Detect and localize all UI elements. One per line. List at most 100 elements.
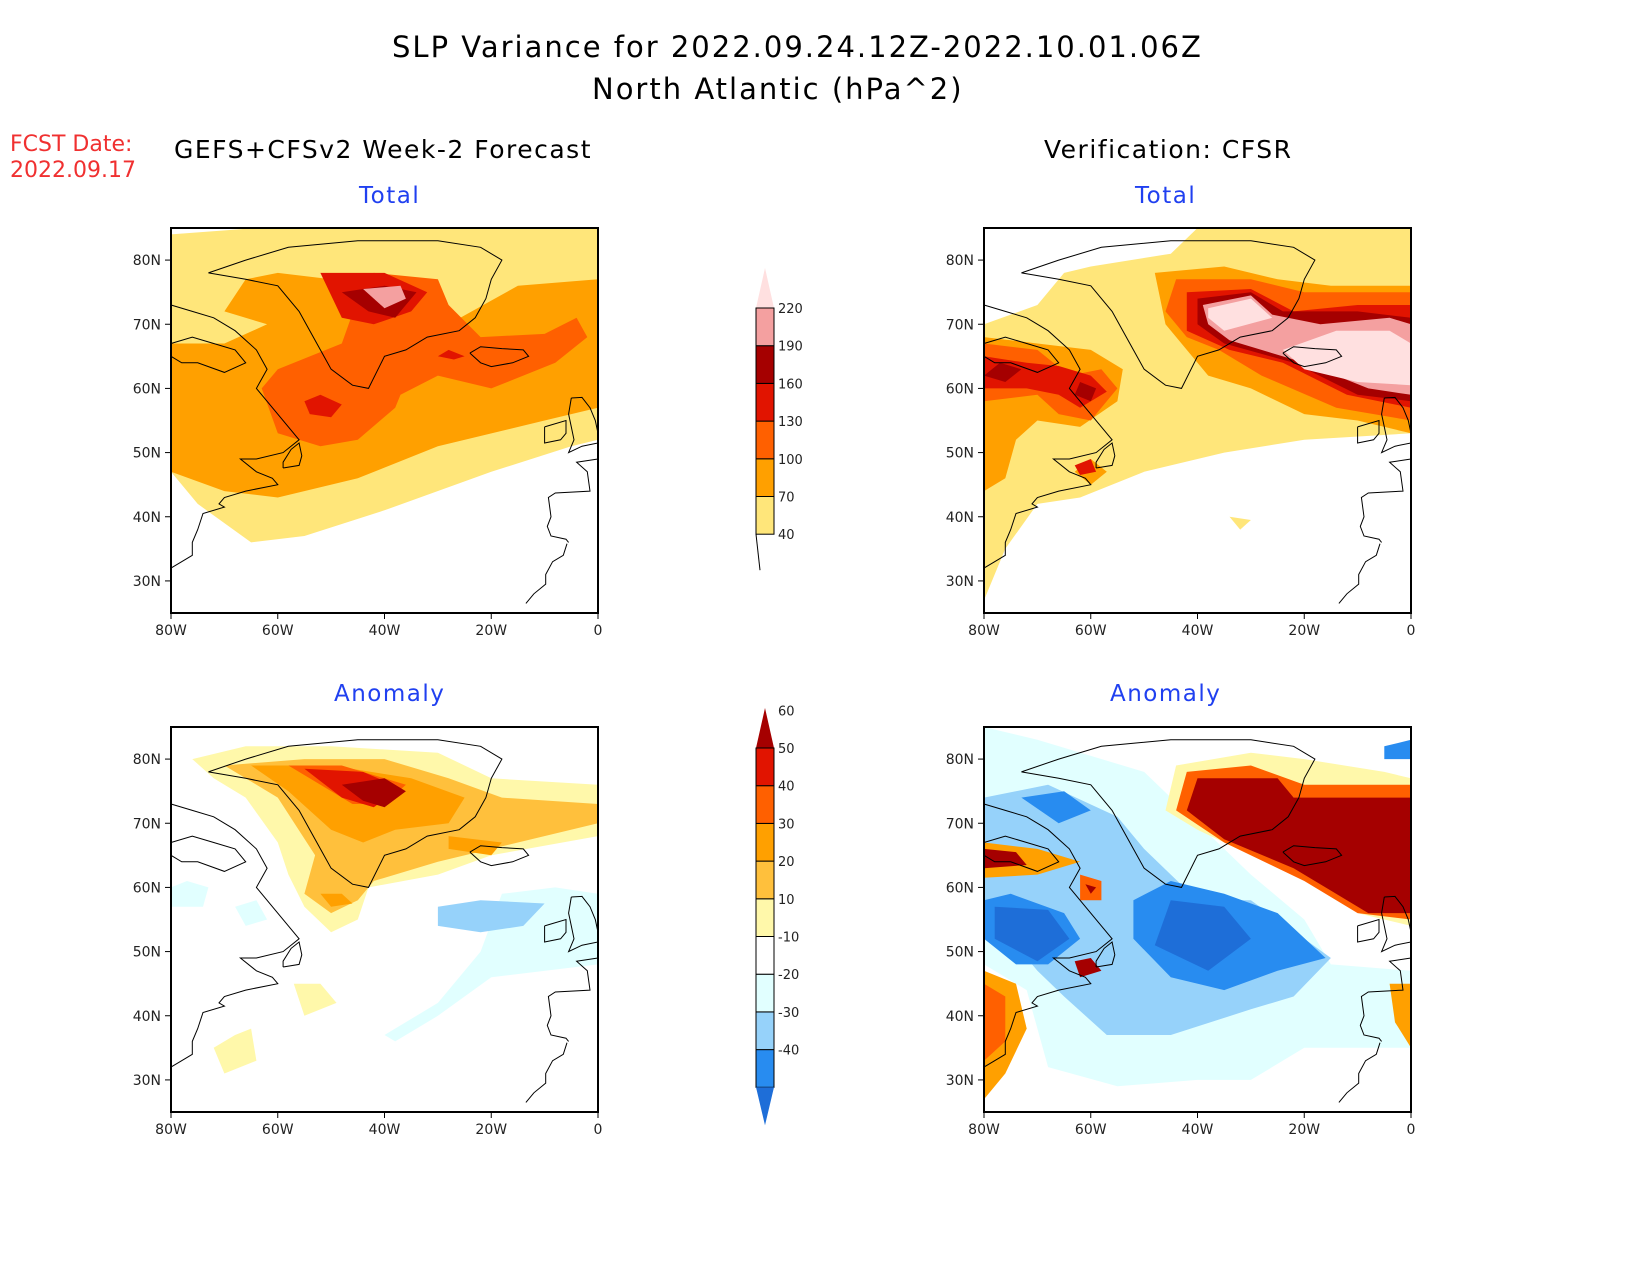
y-tick-label: 80N (946, 253, 974, 269)
colorbar-total-top-triangle (756, 268, 774, 308)
y-tick-label: 40N (946, 510, 974, 526)
x-tick-label: 60W (1075, 1122, 1107, 1138)
x-tick-label: 20W (475, 1122, 507, 1138)
y-tick-label: 80N (946, 752, 974, 768)
colorbar-total-label: 160 (778, 377, 803, 392)
colorbar-anomaly-bottom-triangle (756, 1087, 774, 1126)
contour-neg40 (1154, 900, 1251, 971)
colorbar-anomaly-label: -30 (778, 1006, 799, 1021)
contour-220 (1282, 330, 1411, 386)
contour-neg30 (1021, 791, 1091, 824)
chart-title-line2: North Atlantic (hPa^2) (592, 72, 964, 106)
x-tick-label: 0 (1407, 1122, 1416, 1138)
coastline (1338, 1042, 1381, 1103)
coastline (1338, 543, 1381, 604)
coastline (1095, 941, 1116, 968)
contour-130 (1074, 459, 1097, 475)
x-tick-label: 0 (594, 1122, 603, 1138)
contour-160 (1074, 382, 1097, 402)
x-tick-label: 0 (594, 623, 603, 639)
colorbar-total: 40 70 100 130 160 190 220 (755, 268, 803, 571)
x-tick-label: 0 (1407, 623, 1416, 639)
contour-10 (293, 983, 337, 1016)
y-tick-label: 30N (946, 574, 974, 590)
colorbar-total-swatch (755, 496, 775, 535)
x-tick-label: 20W (1288, 623, 1320, 639)
colorbar-anomaly-swatch (755, 936, 775, 975)
contour-130 (304, 394, 342, 418)
coastline (208, 739, 503, 888)
colorbar-anomaly-swatch (755, 898, 775, 938)
coastline (567, 396, 599, 454)
panel-title-forecast-anomaly: Anomaly (334, 681, 446, 707)
coastline (1357, 918, 1380, 943)
coastline (469, 845, 530, 867)
coastline (170, 304, 300, 569)
colorbar-total-swatch (755, 345, 775, 384)
y-tick-label: 30N (133, 574, 161, 590)
y-tick-label: 60N (133, 880, 161, 896)
contour-130 (437, 349, 465, 360)
verification-column-title: Verification: CFSR (1044, 135, 1293, 164)
x-tick-label: 80W (968, 623, 1000, 639)
map-panel-forecast-total: 30N 40N 50N 60N 70N 80N 80W 60W 40W 20W 0 (133, 227, 603, 639)
colorbar-total-tail (755, 534, 761, 571)
coastline (1021, 240, 1316, 389)
coastline (567, 895, 599, 953)
x-tick-label: 60W (262, 623, 294, 639)
coastline (546, 957, 599, 1042)
y-tick-label: 40N (946, 1009, 974, 1025)
panel-title-verification-anomaly: Anomaly (1110, 681, 1222, 707)
coastline (1095, 442, 1116, 469)
y-tick-label: 50N (946, 446, 974, 462)
x-tick-label: 60W (1075, 623, 1107, 639)
coastline (1357, 419, 1380, 444)
x-tick-label: 60W (262, 1122, 294, 1138)
x-tick-label: 40W (369, 1122, 401, 1138)
coastline (525, 1042, 568, 1103)
coastline (525, 543, 568, 604)
coastline (983, 835, 1060, 872)
coastline (546, 458, 599, 543)
y-tick-label: 70N (133, 816, 161, 832)
contour-10 (213, 1028, 257, 1074)
y-tick-label: 60N (133, 381, 161, 397)
x-tick-label: 80W (968, 1122, 1000, 1138)
y-tick-label: 70N (946, 816, 974, 832)
coastline (1380, 895, 1412, 953)
colorbar-total-label: 190 (778, 340, 803, 355)
coastline (1359, 458, 1412, 543)
colorbar-anomaly-label: 20 (778, 855, 795, 870)
contour-30 (1389, 983, 1411, 1048)
coastline (1359, 957, 1412, 1042)
map-panel-verification-total: 30N 40N 50N 60N 70N 80N 80W 60W 40W 20W 0 (946, 227, 1416, 639)
panel-title-verification-total: Total (1135, 183, 1197, 209)
coastline (282, 941, 303, 968)
colorbar-total-swatch (755, 420, 775, 460)
contour-neg20 (437, 900, 545, 933)
coastline (544, 419, 567, 444)
contour-60 (1074, 958, 1102, 978)
coastline (1282, 346, 1343, 368)
y-tick-label: 30N (946, 1073, 974, 1089)
map-panel-verification-anomaly: 30N 40N 50N 60N 70N 80N 80W 60W 40W 20W 0 (946, 726, 1416, 1138)
colorbar-anomaly-label: 30 (778, 817, 795, 832)
y-tick-label: 80N (133, 253, 161, 269)
y-tick-label: 50N (133, 945, 161, 961)
coastline (170, 835, 247, 872)
coastline (1282, 845, 1343, 867)
contour-160 (984, 362, 1022, 382)
colorbar-anomaly-label: -40 (778, 1044, 799, 1059)
x-tick-label: 40W (1182, 1122, 1214, 1138)
colorbar-total-label: 70 (778, 491, 795, 506)
y-tick-label: 40N (133, 510, 161, 526)
colorbar-anomaly-swatch (755, 747, 775, 787)
contour-neg10 (171, 881, 209, 907)
y-tick-label: 60N (946, 381, 974, 397)
y-tick-label: 40N (133, 1009, 161, 1025)
y-tick-label: 50N (946, 945, 974, 961)
coastline (469, 346, 530, 368)
contour-neg30 (1384, 739, 1411, 760)
colorbar-anomaly-top-triangle (756, 708, 774, 748)
y-tick-label: 50N (133, 446, 161, 462)
